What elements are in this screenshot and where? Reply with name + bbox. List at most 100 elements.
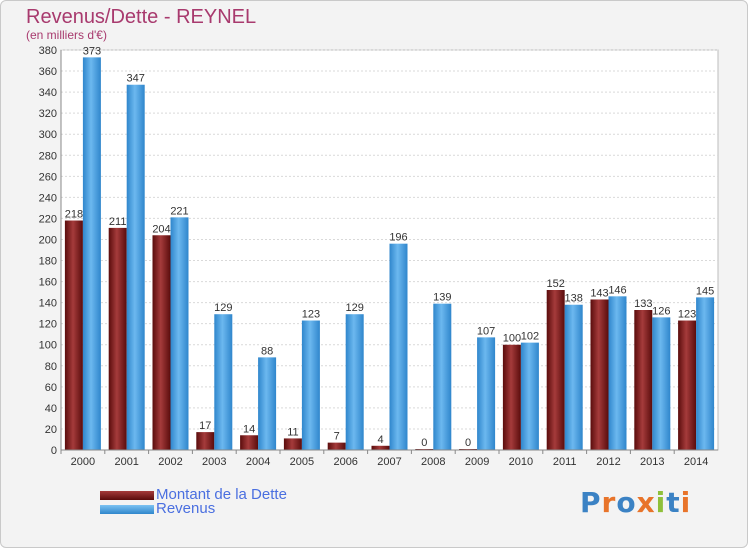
data-label-revenus: 123 xyxy=(302,309,320,321)
y-tick-label: 80 xyxy=(45,361,57,373)
data-label-dette: 7 xyxy=(334,431,340,443)
bar-revenus xyxy=(520,342,539,450)
logo-letter: t xyxy=(666,486,681,519)
bar-revenus xyxy=(170,217,189,450)
y-tick-label: 180 xyxy=(39,256,57,268)
data-label-revenus: 145 xyxy=(696,285,714,297)
x-tick-label: 2008 xyxy=(421,456,445,468)
data-label-revenus: 347 xyxy=(127,73,145,85)
data-label-dette: 14 xyxy=(243,423,255,435)
data-label-dette: 0 xyxy=(421,437,427,449)
data-label-dette: 0 xyxy=(465,437,471,449)
y-tick-label: 280 xyxy=(39,150,57,162)
legend-swatch-revenus xyxy=(100,505,154,514)
y-tick-label: 40 xyxy=(45,403,57,415)
y-tick-label: 300 xyxy=(39,129,57,141)
bar-dette xyxy=(152,235,171,450)
x-tick-label: 2001 xyxy=(114,456,138,468)
logo-letter: i xyxy=(655,486,667,519)
data-label-dette: 133 xyxy=(634,298,652,310)
bar-dette xyxy=(327,442,346,450)
bar-revenus xyxy=(652,317,671,450)
y-tick-label: 120 xyxy=(39,319,57,331)
bar-revenus xyxy=(214,314,233,450)
data-label-dette: 204 xyxy=(152,223,170,235)
data-label-revenus: 138 xyxy=(565,293,583,305)
x-tick-label: 2011 xyxy=(553,456,577,468)
bar-dette xyxy=(64,220,83,450)
y-tick-label: 140 xyxy=(39,298,57,310)
bar-revenus xyxy=(345,314,364,450)
legend-label-dette: Montant de la Dette xyxy=(156,486,287,503)
chart-subtitle: (en milliers d'€) xyxy=(26,28,107,42)
bar-dette xyxy=(546,290,565,450)
data-label-revenus: 88 xyxy=(261,345,273,357)
proxiti-logo: Proxiti xyxy=(580,486,691,519)
bar-revenus xyxy=(564,304,583,450)
logo-letter: r xyxy=(601,486,617,519)
x-tick-label: 2006 xyxy=(333,456,357,468)
y-tick-label: 100 xyxy=(39,340,57,352)
x-tick-label: 2005 xyxy=(290,456,314,468)
y-tick-label: 260 xyxy=(39,171,57,183)
data-label-dette: 211 xyxy=(109,216,127,228)
y-tick-label: 0 xyxy=(51,445,57,457)
data-label-dette: 152 xyxy=(547,278,565,290)
bar-revenus xyxy=(82,57,101,451)
y-tick-label: 60 xyxy=(45,382,57,394)
x-tick-label: 2004 xyxy=(246,456,270,468)
legend-label-revenus: Revenus xyxy=(156,500,216,517)
bar-revenus xyxy=(477,337,496,450)
data-label-dette: 11 xyxy=(287,426,298,438)
bar-dette xyxy=(590,299,609,450)
bar-revenus xyxy=(696,297,715,450)
x-tick-label: 2012 xyxy=(596,456,620,468)
y-tick-label: 220 xyxy=(39,213,57,225)
data-label-revenus: 196 xyxy=(389,232,407,244)
bar-dette xyxy=(240,435,259,450)
bar-dette xyxy=(283,438,302,450)
x-tick-label: 2002 xyxy=(158,456,182,468)
y-tick-label: 380 xyxy=(39,45,57,57)
x-tick-label: 2010 xyxy=(509,456,533,468)
y-tick-label: 160 xyxy=(39,277,57,289)
bar-revenus xyxy=(258,357,277,450)
bar-revenus xyxy=(433,303,452,450)
data-label-dette: 123 xyxy=(678,309,696,321)
data-label-dette: 218 xyxy=(65,209,83,221)
data-label-revenus: 129 xyxy=(214,302,232,314)
data-label-revenus: 139 xyxy=(433,292,451,304)
y-tick-label: 320 xyxy=(39,108,57,120)
logo-letter: o xyxy=(616,486,637,519)
chart-title: Revenus/Dette - REYNEL xyxy=(26,6,257,28)
bar-revenus xyxy=(389,243,408,450)
data-label-revenus: 146 xyxy=(608,284,626,296)
bar-revenus xyxy=(608,296,627,450)
data-label-dette: 17 xyxy=(199,420,211,432)
y-tick-label: 360 xyxy=(39,66,57,78)
bar-dette xyxy=(502,344,521,450)
bar-revenus xyxy=(126,84,145,450)
x-tick-label: 2013 xyxy=(640,456,664,468)
bar-revenus xyxy=(301,320,320,450)
data-label-revenus: 373 xyxy=(83,45,101,57)
bar-dette xyxy=(196,432,215,450)
legend-swatch-dette xyxy=(100,491,154,500)
y-tick-label: 20 xyxy=(45,424,57,436)
y-tick-label: 340 xyxy=(39,87,57,99)
data-label-revenus: 221 xyxy=(170,205,188,217)
data-label-dette: 100 xyxy=(503,333,521,345)
y-tick-label: 240 xyxy=(39,192,57,204)
x-tick-label: 2009 xyxy=(465,456,489,468)
bar-dette xyxy=(371,445,390,450)
bar-dette xyxy=(678,320,697,450)
data-label-dette: 4 xyxy=(377,434,383,446)
x-tick-label: 2007 xyxy=(377,456,401,468)
data-label-revenus: 102 xyxy=(521,331,539,343)
y-tick-label: 200 xyxy=(39,234,57,246)
data-label-revenus: 129 xyxy=(346,302,364,314)
data-label-revenus: 126 xyxy=(652,305,670,317)
x-tick-label: 2000 xyxy=(71,456,95,468)
data-label-dette: 143 xyxy=(590,287,608,299)
